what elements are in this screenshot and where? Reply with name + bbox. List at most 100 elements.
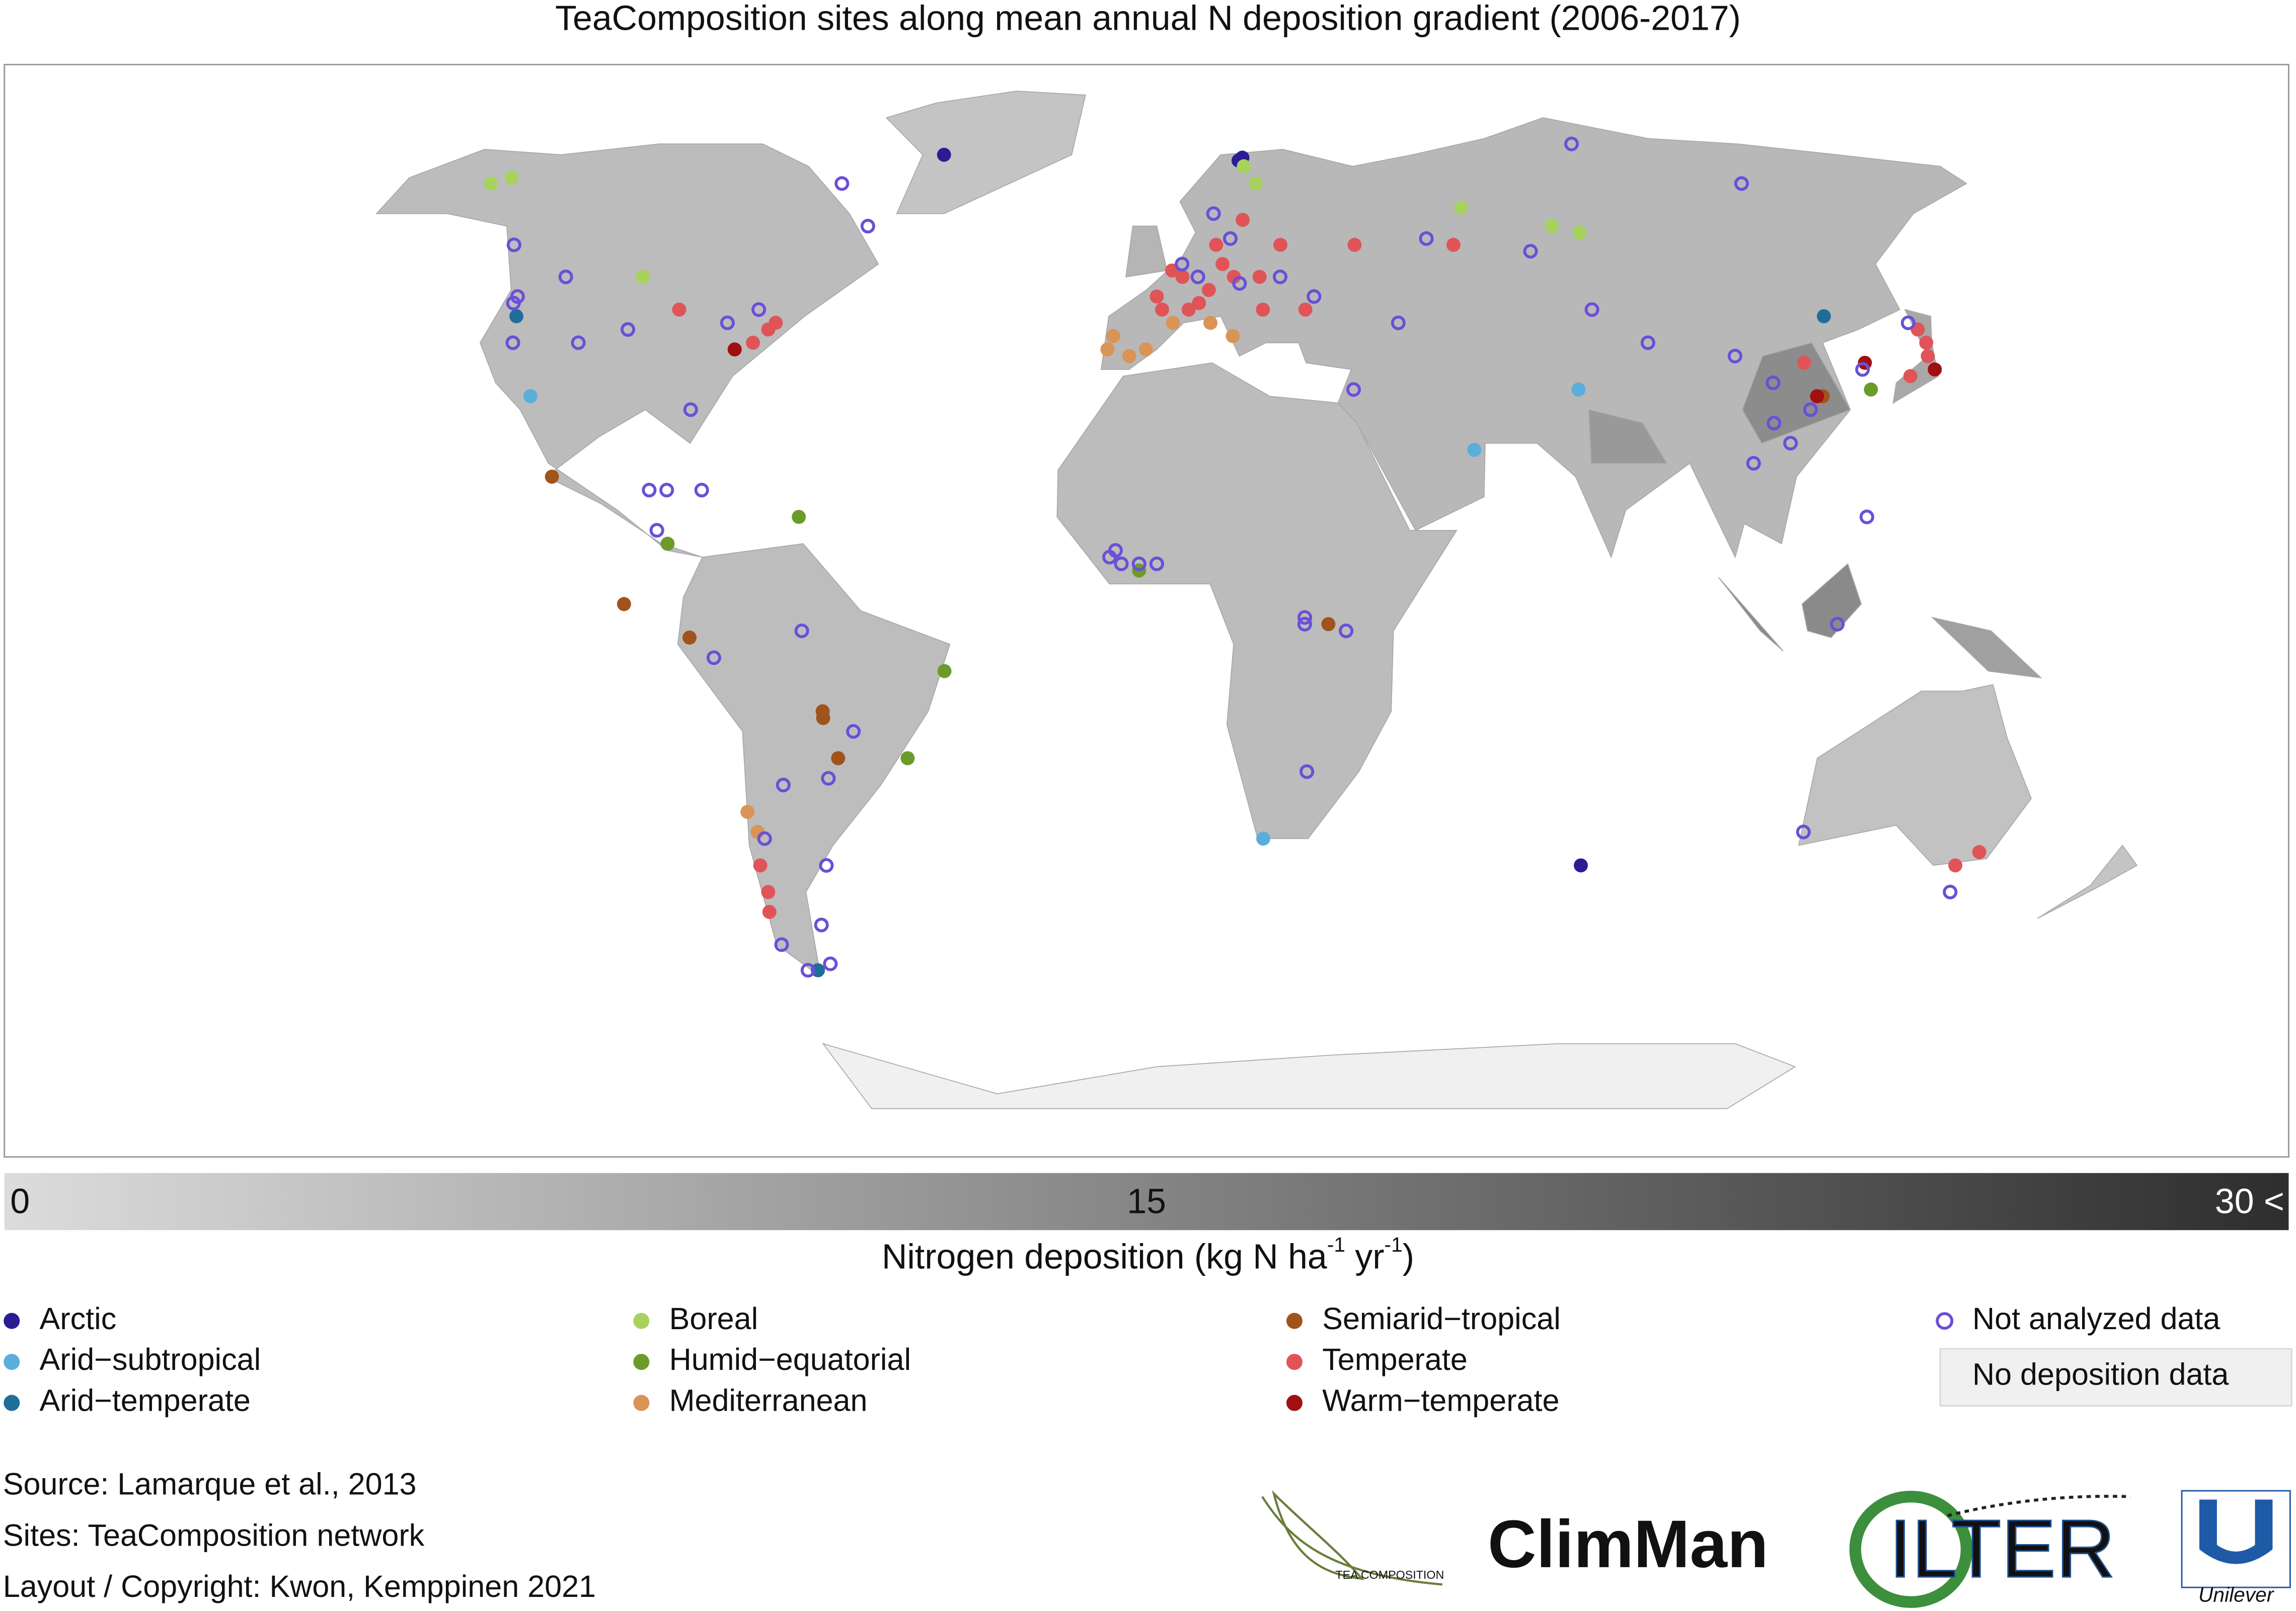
site-not-analyzed	[1222, 231, 1238, 246]
site	[1256, 831, 1270, 846]
site-not-analyzed	[846, 724, 861, 739]
site	[1227, 270, 1241, 284]
land-area	[1588, 409, 1668, 464]
site-not-analyzed	[1108, 543, 1123, 558]
site-not-analyzed	[1564, 136, 1579, 151]
land-area	[1125, 225, 1168, 278]
site	[792, 510, 806, 524]
logo-unilever: Unilever	[2181, 1490, 2291, 1606]
site	[1572, 225, 1587, 240]
land-area	[677, 543, 951, 978]
legend-label: Arid−subtropical	[40, 1342, 261, 1376]
colorbar-tick-label: 15	[1127, 1181, 1166, 1220]
site	[1273, 238, 1288, 252]
site-not-analyzed	[1206, 206, 1221, 221]
legend-label: Not analyzed data	[1972, 1301, 2220, 1336]
site	[831, 751, 846, 765]
legend-label: No deposition data	[1972, 1357, 2229, 1391]
site	[1347, 238, 1362, 252]
site	[1209, 238, 1223, 252]
site	[1106, 329, 1121, 343]
site-not-analyzed	[823, 956, 838, 971]
site	[636, 270, 650, 284]
site-not-analyzed	[683, 402, 698, 417]
site	[1467, 442, 1482, 457]
source-note: Source: Lamarque et al., 2013	[3, 1467, 417, 1501]
site	[1321, 617, 1336, 632]
site-not-analyzed	[1391, 315, 1406, 331]
site-not-analyzed	[776, 778, 791, 793]
label-superscript: -1	[1327, 1233, 1345, 1256]
site	[740, 805, 755, 819]
site	[769, 316, 783, 330]
label-part: )	[1403, 1237, 1414, 1276]
site-not-analyzed	[1859, 509, 1874, 524]
legend-marker	[633, 1354, 650, 1370]
site-not-analyzed	[1297, 617, 1312, 632]
site	[811, 963, 825, 977]
legend-marker	[4, 1395, 20, 1411]
label-part: Nitrogen deposition (kg N ha	[882, 1237, 1327, 1276]
site-not-analyzed	[621, 322, 636, 337]
site-not-analyzed	[1299, 764, 1315, 779]
legend-swatch	[1939, 1348, 2292, 1407]
site	[1903, 369, 1918, 383]
legend-marker	[633, 1395, 650, 1411]
site-not-analyzed	[1796, 824, 1811, 839]
site-not-analyzed	[1766, 375, 1781, 391]
legend-marker	[633, 1313, 650, 1329]
site-not-analyzed	[649, 523, 664, 538]
site	[1226, 329, 1240, 343]
source-note: Sites: TeaComposition network	[3, 1518, 425, 1552]
logo-text: TEA COMPOSITION	[1335, 1568, 1444, 1581]
site	[1921, 349, 1935, 363]
sites	[484, 136, 1986, 978]
site-not-analyzed	[757, 831, 772, 846]
legend-label: Arid−temperate	[40, 1384, 251, 1418]
site-not-analyzed	[1746, 455, 1761, 471]
site-not-analyzed	[558, 269, 573, 284]
legend-label: Humid−equatorial	[669, 1342, 911, 1376]
site	[660, 536, 675, 551]
site	[1166, 316, 1180, 330]
site-not-analyzed	[1767, 416, 1782, 431]
site-not-analyzed	[1297, 610, 1313, 625]
site	[504, 171, 519, 185]
site-not-analyzed	[751, 302, 767, 317]
legend-label: Boreal	[669, 1301, 758, 1336]
site-not-analyzed	[819, 858, 834, 873]
site	[1816, 309, 1831, 324]
site-not-analyzed	[1734, 176, 1749, 191]
land-area	[2037, 845, 2138, 919]
site	[1797, 355, 1811, 370]
site	[1574, 858, 1588, 873]
legend-label: Temperate	[1322, 1342, 1468, 1376]
site-not-analyzed	[1727, 349, 1742, 364]
site	[762, 904, 777, 919]
site-not-analyzed	[1855, 362, 1870, 377]
site	[1155, 302, 1169, 317]
site-not-analyzed	[814, 917, 829, 933]
site	[1252, 270, 1267, 284]
site-not-analyzed	[1584, 302, 1599, 317]
site	[1201, 283, 1216, 297]
site	[672, 302, 686, 317]
site	[1928, 362, 1942, 377]
site-not-analyzed	[1783, 436, 1798, 451]
land-area	[1931, 617, 2042, 679]
logo-text: ILTER	[1889, 1503, 2115, 1594]
legend-marker	[1286, 1354, 1303, 1370]
site	[1100, 342, 1115, 357]
legend-marker	[1286, 1395, 1303, 1411]
site	[523, 389, 538, 404]
legend-label: Warm−temperate	[1322, 1384, 1559, 1418]
land-area	[822, 1043, 1796, 1109]
site	[1919, 336, 1934, 350]
site	[1298, 302, 1313, 317]
site	[937, 147, 951, 162]
chart-title: TeaComposition sites along mean annual N…	[555, 0, 1741, 37]
site	[1236, 212, 1250, 227]
site	[1203, 316, 1218, 330]
site	[1175, 270, 1190, 284]
